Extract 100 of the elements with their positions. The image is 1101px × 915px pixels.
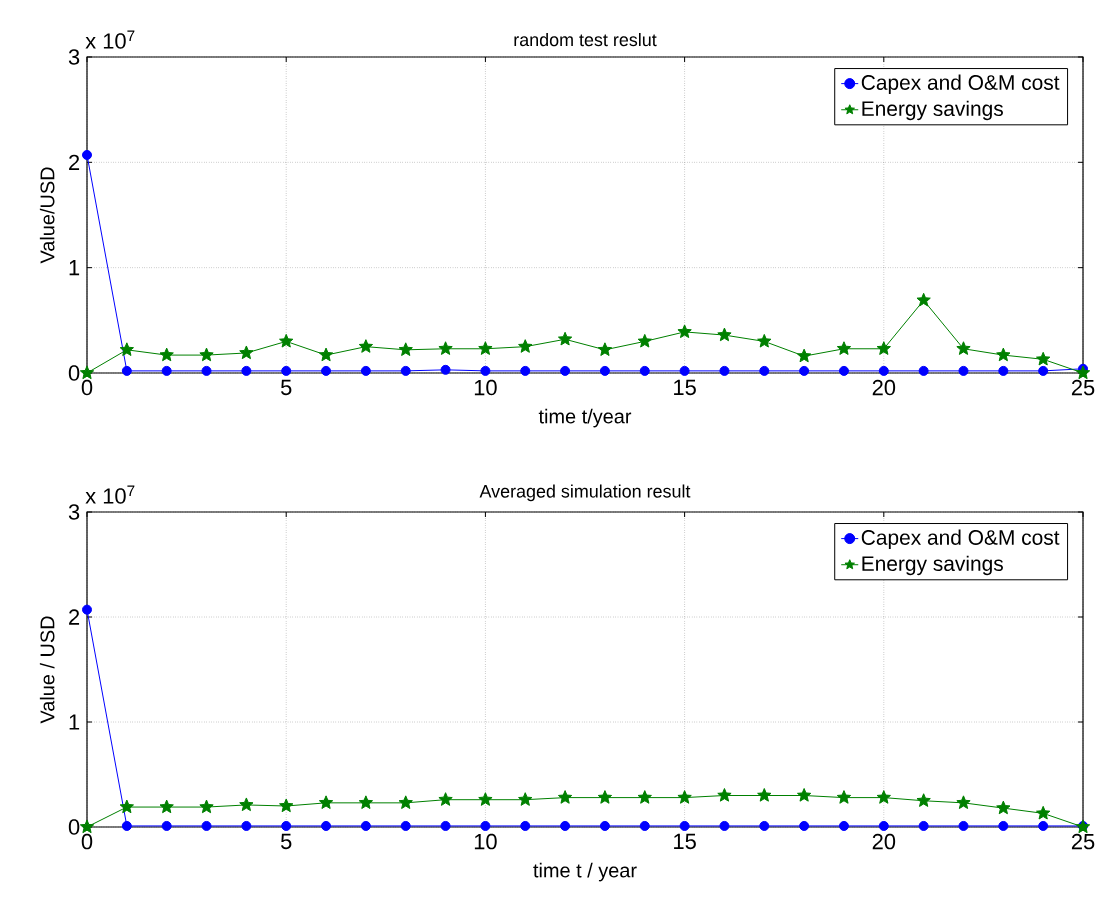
point xyxy=(599,365,610,376)
chart-title: Averaged simulation result xyxy=(479,484,691,502)
point xyxy=(918,820,929,831)
y-tick-label: 2 xyxy=(69,609,80,625)
point xyxy=(121,365,132,376)
point xyxy=(878,820,889,831)
x-axis-title: time t / year xyxy=(533,862,637,882)
x-tick-label: 0 xyxy=(81,833,93,850)
point xyxy=(1036,351,1051,366)
x-tick-label: 15 xyxy=(674,833,696,850)
point xyxy=(759,820,770,831)
x-tick-label: 5 xyxy=(280,379,292,396)
point xyxy=(679,365,690,376)
y-tick-label: 0 xyxy=(68,819,80,835)
point xyxy=(1038,365,1049,376)
point xyxy=(838,365,849,376)
chart-title: random test reslut xyxy=(514,33,657,47)
point xyxy=(239,797,254,812)
point xyxy=(121,820,132,831)
point xyxy=(1038,820,1049,831)
point xyxy=(719,820,730,831)
point xyxy=(321,365,332,376)
x-axis-title: time t/year xyxy=(538,408,632,428)
y-tick-label: 1 xyxy=(69,714,80,730)
point xyxy=(159,799,174,814)
point xyxy=(956,795,971,810)
point xyxy=(398,795,413,810)
point xyxy=(201,365,212,376)
x-tick-label: 20 xyxy=(872,379,896,396)
point xyxy=(518,792,533,806)
x-tick-label: 10 xyxy=(474,833,497,850)
point xyxy=(520,820,531,831)
point xyxy=(996,800,1011,815)
y-tick-label: 3 xyxy=(68,504,80,520)
point xyxy=(799,365,810,376)
y-tick-label: 0 xyxy=(68,365,80,381)
point xyxy=(358,795,374,810)
point xyxy=(82,604,92,615)
x-tick-label: 5 xyxy=(280,833,292,850)
point xyxy=(398,342,413,356)
y-tick-label: 3 xyxy=(68,49,80,65)
point xyxy=(597,790,613,804)
point xyxy=(241,365,252,376)
point xyxy=(440,820,451,831)
point xyxy=(199,347,214,362)
legend-label: Energy savings xyxy=(862,100,1003,121)
point xyxy=(796,348,812,363)
point xyxy=(679,820,690,831)
point xyxy=(281,820,292,831)
point xyxy=(757,333,772,348)
y-axis-title: Value/USD xyxy=(39,167,55,264)
point xyxy=(438,341,453,355)
x-tick-label: 20 xyxy=(872,833,896,850)
point xyxy=(557,331,573,346)
point xyxy=(799,820,810,831)
point xyxy=(438,792,453,806)
point xyxy=(440,364,451,375)
point xyxy=(958,820,969,831)
x-tick-label: 25 xyxy=(1071,379,1095,396)
point xyxy=(321,820,332,831)
point xyxy=(759,365,770,376)
point xyxy=(159,347,174,362)
point xyxy=(717,788,732,802)
point xyxy=(639,365,650,376)
point xyxy=(161,365,172,376)
y-tick-label: 1 xyxy=(69,260,80,276)
point xyxy=(918,365,929,376)
point xyxy=(1075,365,1091,380)
legend-label: Capex and O&M cost xyxy=(861,529,1060,550)
point xyxy=(241,820,252,831)
point xyxy=(360,365,371,376)
point xyxy=(639,820,650,831)
point xyxy=(201,820,212,831)
point xyxy=(560,820,571,831)
point xyxy=(360,820,371,831)
y-tick-label: 2 xyxy=(69,154,80,170)
point xyxy=(239,345,254,360)
legend-label: Energy savings xyxy=(862,555,1003,576)
point xyxy=(719,365,730,376)
point xyxy=(998,365,1009,376)
legend-label: Capex and O&M cost xyxy=(861,74,1060,95)
point xyxy=(796,788,812,802)
point xyxy=(1036,805,1051,820)
point xyxy=(478,792,493,806)
point xyxy=(836,341,852,355)
x-tick-label: 25 xyxy=(1071,833,1095,850)
point xyxy=(637,333,652,348)
point xyxy=(119,342,134,356)
point xyxy=(400,365,411,376)
point xyxy=(279,798,294,813)
x-tick-label: 15 xyxy=(674,379,696,396)
point xyxy=(119,799,134,814)
text: x 10$^{7}$ xyxy=(85,30,135,49)
point xyxy=(838,820,849,831)
point xyxy=(480,365,491,376)
point xyxy=(998,820,1009,831)
point xyxy=(996,347,1011,362)
point xyxy=(757,788,772,802)
point xyxy=(520,365,531,376)
point xyxy=(599,820,610,831)
